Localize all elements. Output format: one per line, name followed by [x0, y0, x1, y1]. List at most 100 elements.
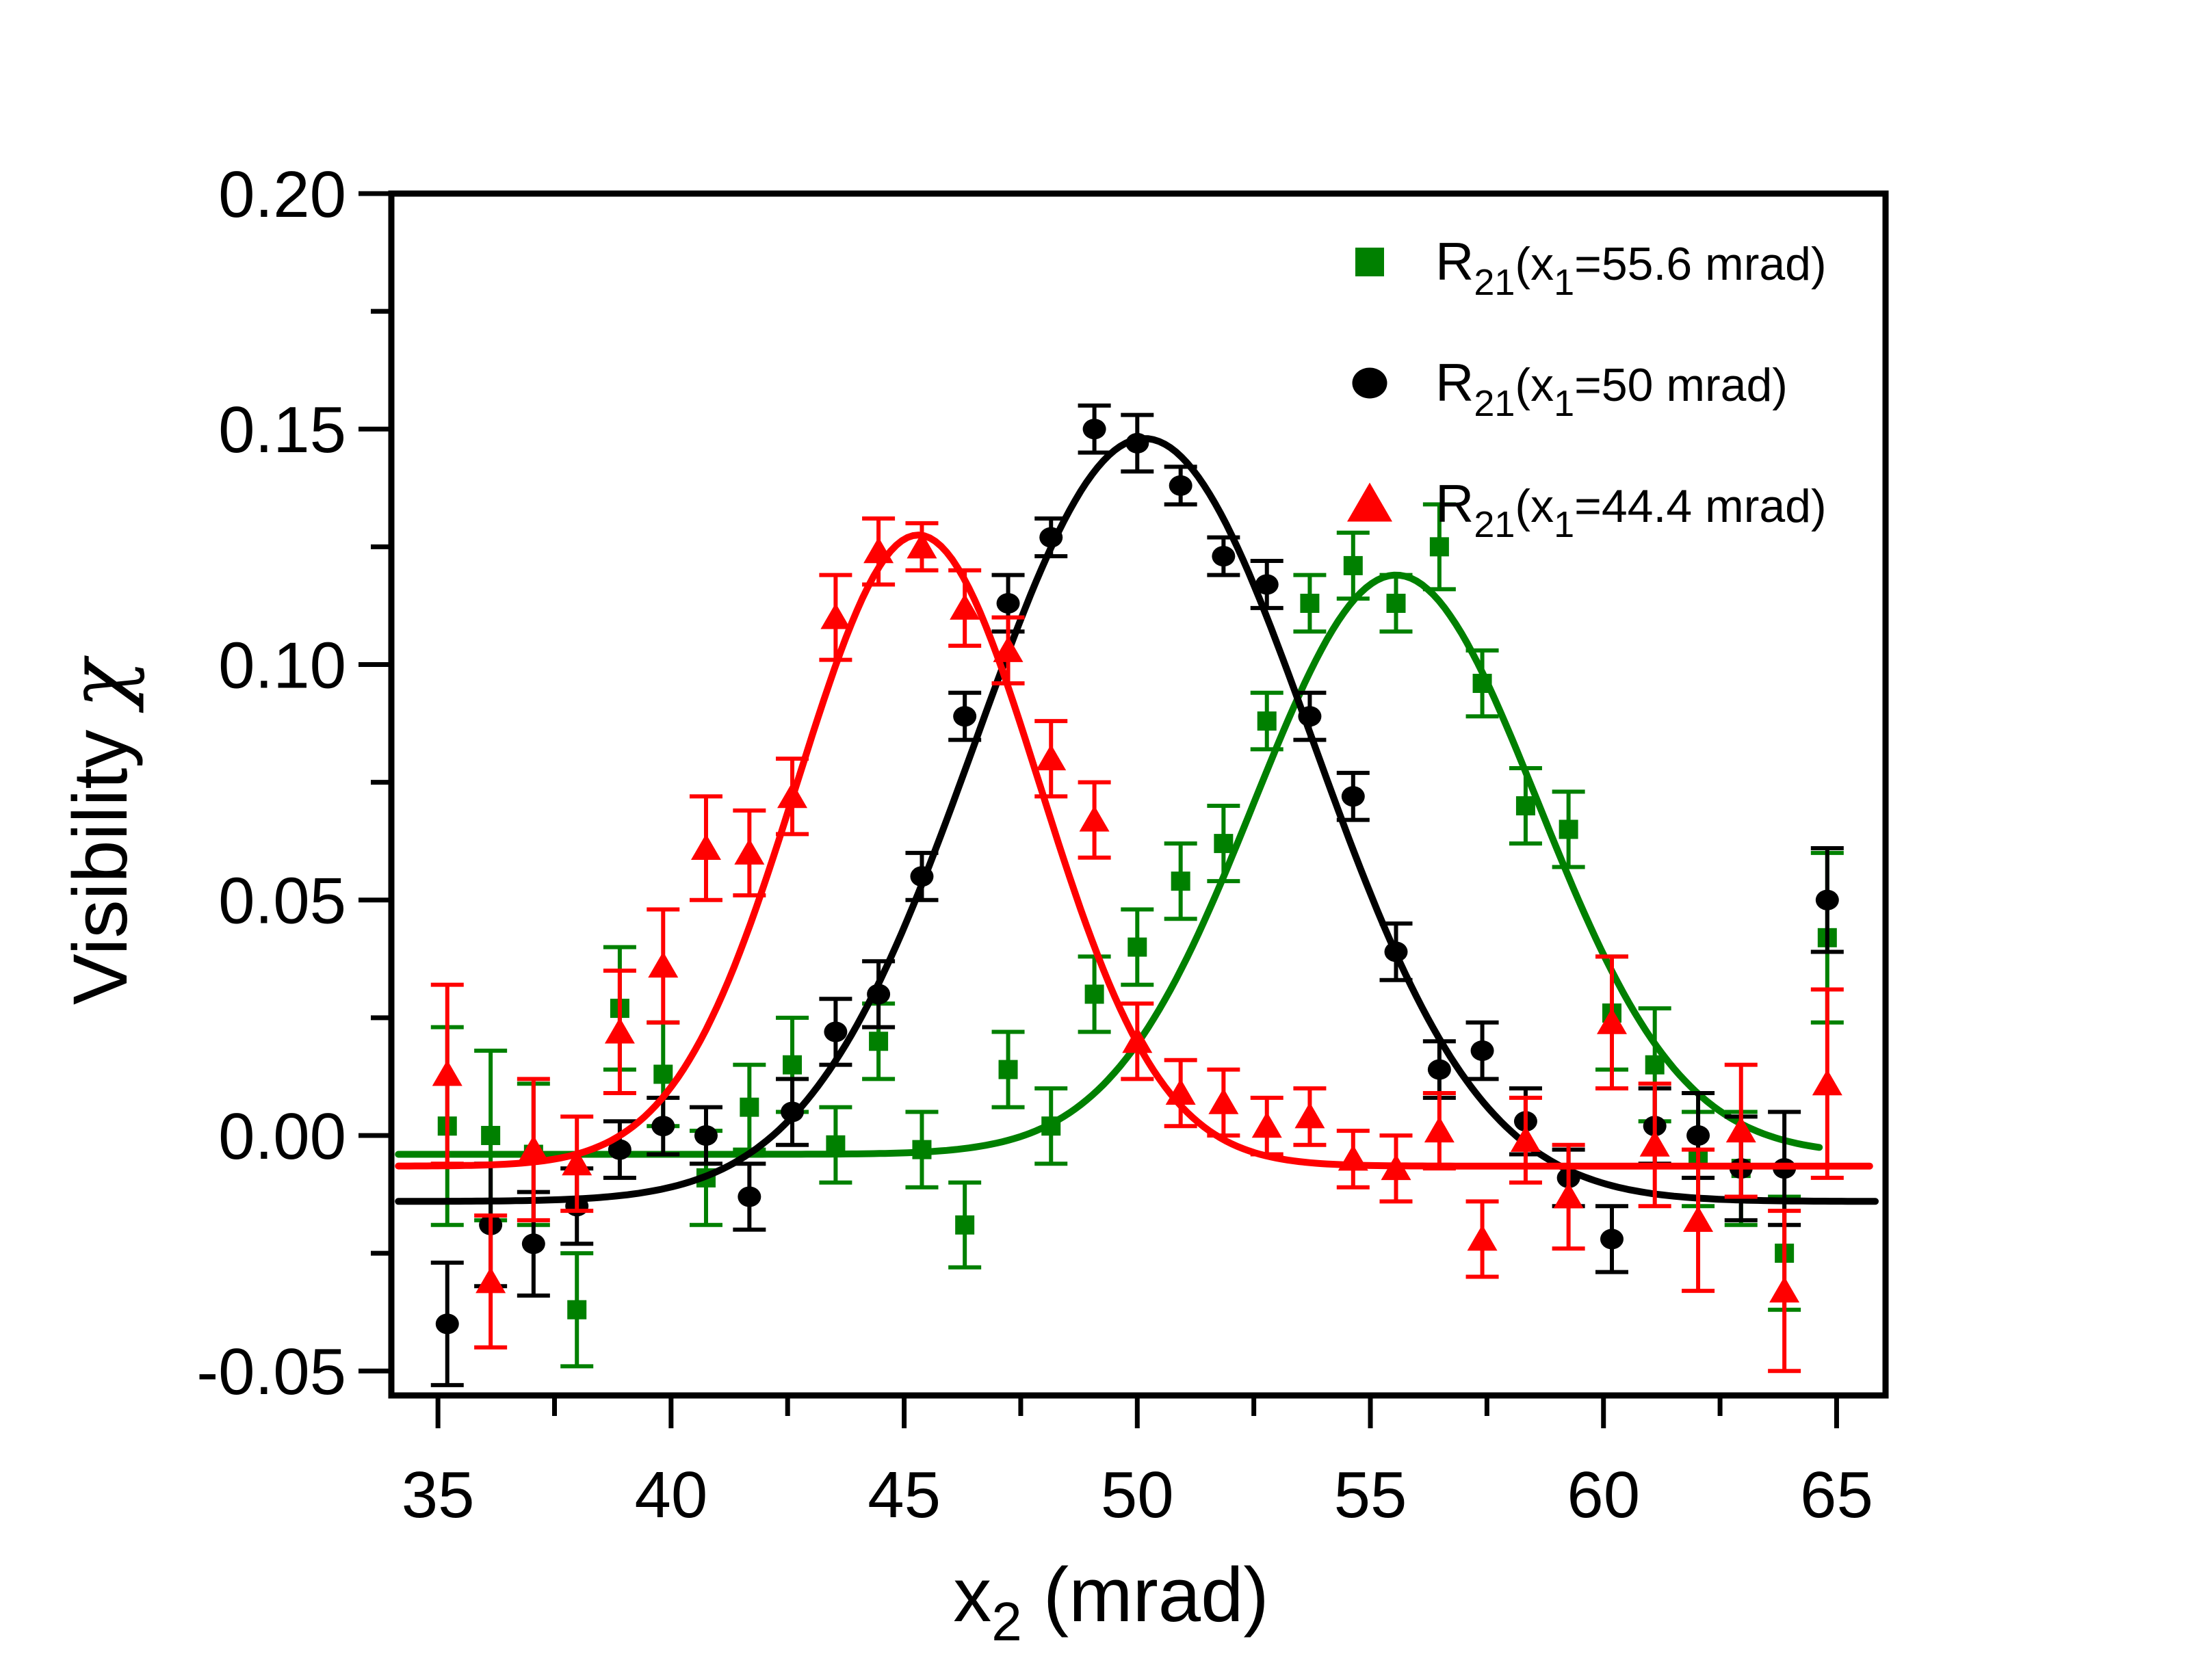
black-circles-marker — [651, 1116, 675, 1137]
red-triangles-marker — [475, 1267, 506, 1294]
red-triangles-marker — [1294, 1102, 1325, 1129]
legend-red-triangles-marker — [1347, 482, 1392, 522]
red-triangles-marker — [1639, 1130, 1670, 1157]
black-circles-marker — [867, 984, 891, 1005]
black-circles-marker — [1169, 475, 1192, 496]
black-circles-marker — [738, 1186, 761, 1207]
black-circles-marker — [1686, 1125, 1710, 1146]
green-squares-marker — [1515, 796, 1535, 816]
legend-green-squares-marker — [1355, 248, 1384, 276]
red-triangles-marker — [1683, 1205, 1714, 1232]
green-squares-marker — [740, 1097, 759, 1117]
legend-black-circles-marker — [1352, 367, 1387, 399]
black-circles-marker — [608, 1139, 631, 1160]
black-circles-marker — [1815, 889, 1839, 910]
green-squares-marker — [1429, 537, 1449, 557]
red-triangles-marker — [518, 1135, 549, 1161]
green-squares-marker — [1041, 1116, 1061, 1136]
green-squares-marker — [1386, 593, 1406, 613]
y-tick-label: 0.20 — [218, 158, 346, 231]
red-triangles-marker — [1812, 1069, 1842, 1096]
red-triangles-marker — [1596, 1008, 1627, 1034]
red-triangles-marker — [1208, 1088, 1239, 1114]
green-squares-marker — [1300, 593, 1320, 613]
legend-black-circles-label: R21(x1=50 mrad) — [1435, 352, 1788, 424]
red-triangles-marker — [777, 782, 808, 809]
black-circles-marker — [996, 592, 1020, 614]
red-triangles-marker — [690, 833, 721, 860]
green-squares-marker — [826, 1135, 846, 1155]
x-axis-title: x2 (mrad) — [953, 1552, 1268, 1652]
black-circles-marker — [910, 866, 934, 887]
green-squares-marker — [1257, 711, 1277, 731]
green-squares-marker — [567, 1300, 587, 1320]
green-squares-marker — [1645, 1055, 1665, 1075]
green-squares-marker — [1559, 819, 1578, 839]
green-squares-marker — [1472, 674, 1492, 694]
green-squares-marker — [912, 1140, 932, 1159]
green-squares-marker — [1343, 555, 1363, 575]
green-squares-marker — [869, 1032, 889, 1051]
black-circles-marker — [1082, 419, 1106, 440]
green-squares-marker — [481, 1125, 501, 1145]
black-circles-marker — [1212, 546, 1236, 567]
black-circles-marker — [1125, 432, 1149, 454]
y-tick-label: 0.10 — [218, 629, 346, 702]
green-squares-marker — [653, 1064, 673, 1084]
green-squares-marker — [1171, 871, 1190, 891]
red-triangles-marker — [1769, 1276, 1800, 1303]
black-circles-marker — [953, 706, 977, 727]
red-triangles-marker — [1467, 1224, 1498, 1251]
black-circles-marker — [435, 1313, 459, 1335]
green-squares-marker — [1084, 984, 1104, 1004]
x-tick-label: 60 — [1567, 1458, 1640, 1532]
plot-frame — [388, 190, 1889, 1399]
green-squares-marker — [998, 1060, 1018, 1079]
red-triangles-marker — [863, 537, 894, 564]
legend-green-squares-label: R21(x1=55.6 mrad) — [1435, 231, 1827, 303]
y-tick-label: 0.15 — [218, 393, 346, 467]
black-circles-marker — [521, 1233, 545, 1255]
black-circles-marker — [1298, 706, 1322, 727]
red-triangles-marker — [1381, 1154, 1411, 1181]
red-triangles-marker — [907, 532, 937, 559]
red-triangles-marker — [432, 1060, 462, 1086]
green-squares-fit-curve — [395, 571, 1823, 1158]
y-axis-title: Visibility χ — [51, 655, 146, 1005]
black-circles-marker — [694, 1125, 718, 1146]
red-triangles-marker — [1036, 744, 1067, 771]
y-tick-label: 0.00 — [218, 1100, 346, 1173]
x-tick-label: 50 — [1101, 1458, 1174, 1532]
black-circles-marker — [1384, 941, 1408, 962]
red-triangles-marker — [1122, 1027, 1153, 1053]
red-triangles-marker — [648, 951, 679, 978]
black-circles-marker — [781, 1101, 805, 1123]
red-triangles-marker — [1165, 1078, 1196, 1105]
red-triangles-marker — [1553, 1182, 1584, 1209]
y-tick-label: 0.05 — [218, 865, 346, 938]
black-circles-marker — [1341, 786, 1365, 807]
red-triangles-marker — [1079, 805, 1110, 832]
x-tick-label: 55 — [1334, 1458, 1407, 1532]
red-triangles-marker — [1338, 1144, 1368, 1171]
red-triangles-marker — [604, 1017, 635, 1044]
black-circles-marker — [824, 1021, 848, 1042]
black-circles-marker — [1039, 527, 1063, 548]
x-tick-label: 65 — [1800, 1458, 1873, 1532]
green-squares-marker — [783, 1055, 803, 1075]
red-triangles-marker — [734, 838, 765, 865]
red-triangles-marker — [950, 593, 980, 620]
red-triangles-marker — [562, 1149, 592, 1176]
red-triangles-marker — [1251, 1112, 1282, 1138]
black-circles-marker — [1255, 574, 1279, 595]
y-tick-label: -0.05 — [196, 1335, 346, 1408]
red-triangles-marker — [1424, 1116, 1455, 1143]
black-circles-marker — [1470, 1040, 1494, 1062]
x-tick-label: 45 — [868, 1458, 941, 1532]
green-squares-marker — [1127, 937, 1147, 957]
legend-red-triangles-label: R21(x1=44.4 mrad) — [1435, 473, 1827, 545]
black-circles-marker — [1600, 1229, 1624, 1250]
red-triangles-marker — [1725, 1116, 1756, 1143]
